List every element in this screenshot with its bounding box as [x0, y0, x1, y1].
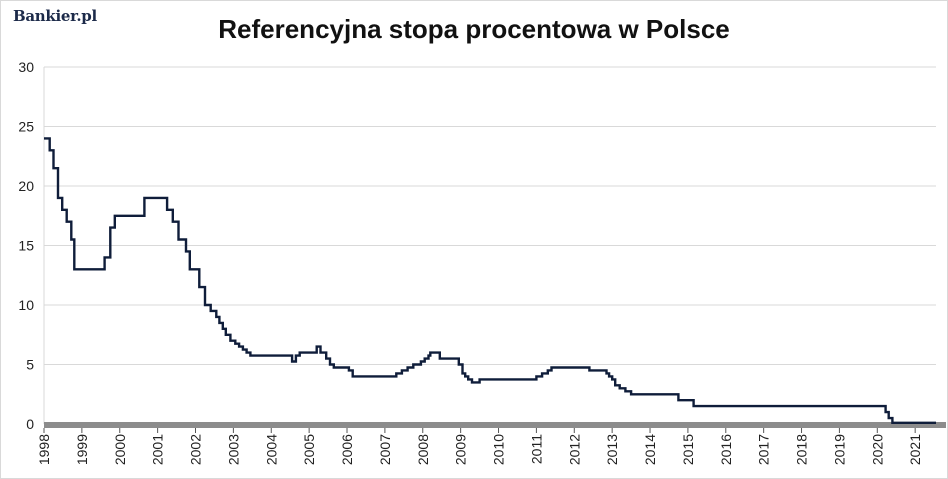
x-tick-label: 2004	[263, 434, 279, 465]
x-tick-label: 2008	[415, 434, 431, 465]
x-tick-label: 2017	[756, 434, 772, 465]
x-axis-band	[44, 422, 946, 428]
zero-axis-band	[44, 422, 946, 428]
grid	[43, 66, 936, 424]
x-axis: 1998 1999 2000 2001 2002 2003 2004 2005 2006 2007…	[36, 428, 923, 465]
x-tick-label: 2016	[718, 434, 734, 465]
y-axis: 0 5 10 15 20 25 30	[18, 59, 34, 432]
y-tick-label: 0	[26, 416, 34, 432]
x-tick-label: 2012	[566, 434, 582, 465]
x-tick-label: 2002	[188, 434, 204, 465]
x-tick-label: 2013	[604, 434, 620, 465]
x-tick-label: 1998	[36, 434, 52, 465]
bankier-logo: Bankier.pl	[13, 7, 97, 25]
x-tick-label: 2007	[377, 434, 393, 465]
y-tick-label: 25	[18, 119, 34, 135]
x-tick-label: 2018	[794, 434, 810, 465]
y-tick-label: 15	[18, 238, 34, 254]
x-tick-label: 2021	[907, 434, 923, 465]
y-tick-label: 5	[26, 357, 34, 373]
reference-rate-line	[44, 137, 936, 424]
y-tick-label: 10	[18, 297, 34, 313]
x-tick-label: 2010	[491, 434, 507, 465]
y-tick-label: 20	[18, 178, 34, 194]
y-tick-label: 30	[18, 59, 34, 75]
x-tick-label: 2005	[301, 434, 317, 465]
x-tick-label: 2014	[642, 434, 658, 465]
chart-title: Referencyjna stopa procentowa w Polsce	[218, 14, 730, 44]
x-tick-label: 2003	[225, 434, 241, 465]
x-tick-label: 2009	[453, 434, 469, 465]
x-tick-label: 2020	[869, 434, 885, 465]
series-layer	[44, 137, 936, 424]
x-tick-label: 2000	[112, 434, 128, 465]
x-tick-label: 2006	[339, 434, 355, 465]
x-tick-label: 2001	[150, 434, 166, 465]
x-tick-label: 2011	[528, 434, 544, 464]
x-tick-label: 2015	[680, 434, 696, 465]
x-tick-label: 1999	[74, 434, 90, 465]
x-tick-label: 2019	[831, 434, 847, 465]
